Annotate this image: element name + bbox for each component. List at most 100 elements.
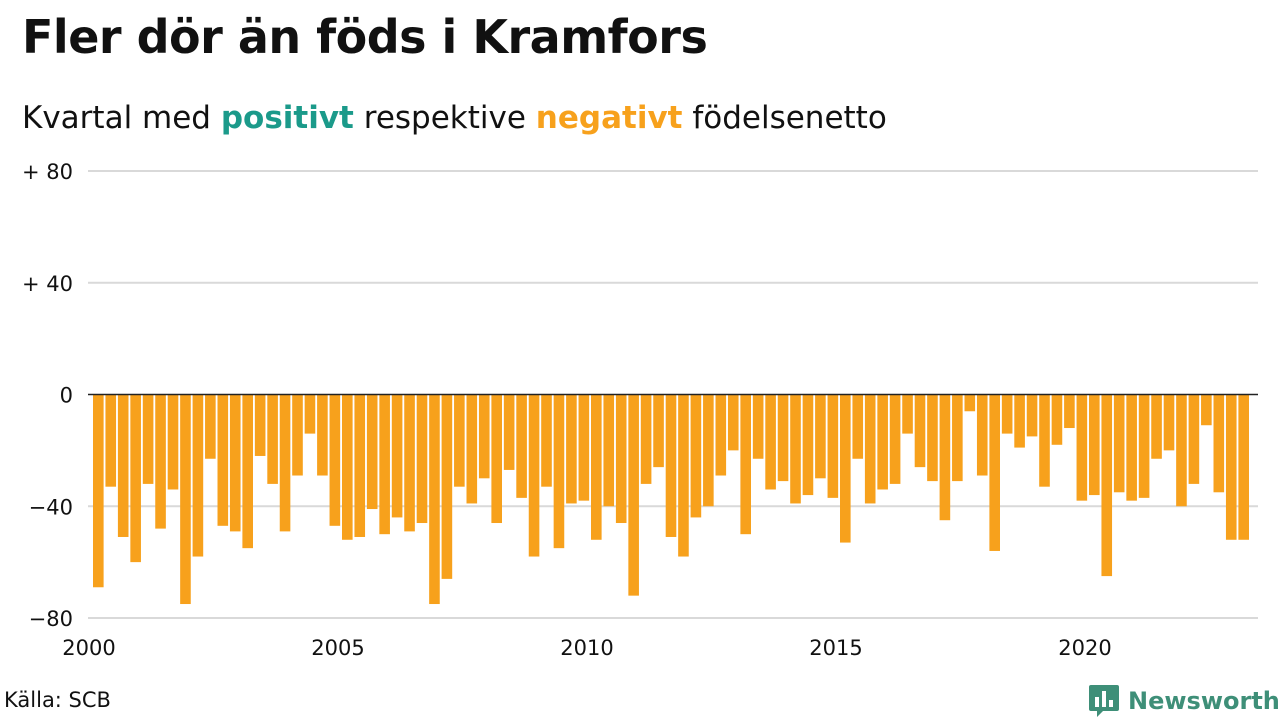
bar	[790, 394, 801, 504]
y-tick-label: −40	[29, 495, 73, 519]
bar	[516, 394, 527, 498]
bar	[939, 394, 951, 521]
bar	[366, 394, 378, 510]
bar	[703, 394, 714, 507]
bar	[777, 394, 789, 482]
subtitle-negative-word: negativt	[535, 100, 683, 136]
subtitle-suffix: födelsenetto	[692, 100, 887, 136]
y-tick-label: −80	[29, 607, 73, 631]
bar	[665, 394, 677, 537]
bar	[454, 394, 465, 487]
bar	[229, 394, 241, 532]
subtitle-prefix: Kvartal med	[22, 100, 211, 136]
bar-chart-speech-bubble-icon	[1089, 685, 1119, 717]
bar	[242, 394, 253, 549]
bar	[217, 394, 229, 526]
bar	[566, 394, 577, 504]
bar	[603, 394, 615, 507]
subtitle-positive-word: positivt	[220, 100, 354, 136]
bar	[1064, 394, 1075, 429]
bar	[478, 394, 490, 479]
bar	[1089, 394, 1100, 496]
bar	[553, 394, 565, 549]
bar	[1176, 394, 1187, 507]
bar	[329, 394, 341, 526]
bar	[441, 394, 453, 579]
bar	[1039, 394, 1050, 487]
bar	[379, 394, 390, 535]
bar	[715, 394, 727, 476]
bar	[1051, 394, 1063, 445]
bar	[727, 394, 739, 451]
bar	[815, 394, 826, 479]
bar	[1138, 394, 1150, 498]
bar	[591, 394, 602, 540]
bar	[155, 394, 166, 529]
bar	[989, 394, 1000, 551]
bar	[752, 394, 764, 459]
bar	[765, 394, 776, 490]
bar	[1151, 394, 1162, 459]
x-tick-label: 2005	[311, 636, 364, 660]
brand-name: Newsworthy	[1128, 687, 1280, 715]
bar	[404, 394, 415, 532]
bar	[628, 394, 639, 596]
bar	[528, 394, 540, 557]
bar	[615, 394, 627, 524]
bar	[254, 394, 266, 456]
y-tick-label: + 40	[22, 272, 73, 296]
bar	[914, 394, 926, 468]
bar	[802, 394, 814, 496]
bar	[354, 394, 366, 537]
bar	[690, 394, 702, 518]
bar	[1001, 394, 1013, 434]
y-tick-label: + 80	[22, 160, 73, 184]
bar	[117, 394, 129, 537]
bar	[180, 394, 191, 605]
bar	[877, 394, 888, 490]
x-tick-label: 2015	[809, 636, 862, 660]
bar	[416, 394, 428, 524]
bar	[976, 394, 988, 476]
bar	[391, 394, 403, 518]
bar	[1026, 394, 1038, 437]
bar	[640, 394, 652, 484]
bar	[1201, 394, 1212, 426]
bar	[864, 394, 876, 504]
x-tick-label: 2020	[1058, 636, 1111, 660]
y-tick-label: 0	[60, 384, 73, 408]
bar	[740, 394, 751, 535]
bar	[840, 394, 851, 543]
bar	[964, 394, 976, 412]
source-note: Källa: SCB	[4, 688, 111, 712]
bar	[827, 394, 839, 498]
bar	[142, 394, 154, 484]
brand-logo: Newsworthy	[1088, 684, 1280, 718]
bar	[1076, 394, 1088, 501]
bar	[304, 394, 316, 434]
bar	[889, 394, 901, 484]
bar	[1225, 394, 1237, 540]
bar	[852, 394, 864, 459]
bar	[429, 394, 440, 605]
bar	[205, 394, 216, 459]
bar	[317, 394, 328, 476]
x-tick-label: 2010	[560, 636, 613, 660]
subtitle-middle: respektive	[363, 100, 526, 136]
bar	[279, 394, 291, 532]
bar	[578, 394, 590, 501]
bar	[130, 394, 141, 563]
bar	[491, 394, 502, 524]
bar	[1126, 394, 1137, 501]
bar	[466, 394, 478, 504]
x-tick-label: 2000	[62, 636, 115, 660]
bar	[1014, 394, 1025, 448]
bar	[292, 394, 303, 476]
bar	[952, 394, 963, 482]
bar	[678, 394, 689, 557]
chart-title: Fler dör än föds i Kramfors	[22, 10, 708, 64]
bar	[902, 394, 913, 434]
bar	[653, 394, 664, 468]
bar	[93, 394, 104, 588]
bar	[1101, 394, 1113, 577]
